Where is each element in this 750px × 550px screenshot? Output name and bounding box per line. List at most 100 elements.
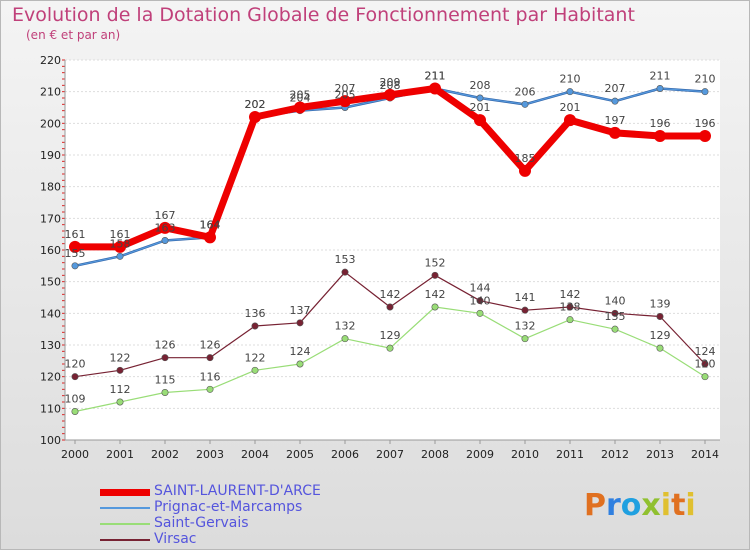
data-label: 204 xyxy=(290,92,311,105)
data-label: 210 xyxy=(695,73,716,86)
series-point xyxy=(341,335,349,343)
data-label: 126 xyxy=(200,339,221,352)
series-point xyxy=(609,126,621,139)
legend-label: Virsac xyxy=(154,531,197,547)
data-label: 197 xyxy=(605,114,626,127)
y-tick-label: 200 xyxy=(40,117,61,130)
data-label: 205 xyxy=(335,89,356,102)
data-label: 139 xyxy=(650,298,671,311)
data-label: 158 xyxy=(110,237,131,250)
x-tick-label: 2013 xyxy=(646,448,674,461)
data-label: 153 xyxy=(335,253,356,266)
data-label: 142 xyxy=(560,288,581,301)
x-tick-label: 2001 xyxy=(106,448,134,461)
data-label: 202 xyxy=(245,98,266,111)
data-label: 109 xyxy=(65,393,86,406)
data-label: 201 xyxy=(560,101,581,114)
series-point xyxy=(431,303,439,311)
y-tick-label: 120 xyxy=(40,371,61,384)
data-label: 161 xyxy=(110,228,131,241)
x-tick-label: 2007 xyxy=(376,448,404,461)
y-tick-label: 220 xyxy=(40,54,61,67)
chart-subtitle: (en € et par an) xyxy=(26,28,121,42)
y-tick-label: 210 xyxy=(40,86,61,99)
series-point xyxy=(116,398,124,406)
series-point xyxy=(476,297,484,305)
series-point xyxy=(71,373,79,381)
y-tick-label: 150 xyxy=(40,276,61,289)
series-point xyxy=(699,130,711,142)
x-tick-label: 2005 xyxy=(286,448,314,461)
y-tick-label: 110 xyxy=(40,402,61,415)
data-label: 164 xyxy=(200,218,221,231)
x-tick-label: 2006 xyxy=(331,448,359,461)
x-tick-label: 2004 xyxy=(241,448,269,461)
x-tick-label: 2008 xyxy=(421,448,449,461)
y-tick-label: 180 xyxy=(40,181,61,194)
series-point xyxy=(296,360,304,368)
series-point xyxy=(654,130,666,142)
series-point xyxy=(431,271,439,279)
series-point xyxy=(701,360,709,368)
data-label: 140 xyxy=(605,294,626,307)
series-point xyxy=(476,309,484,317)
series-point xyxy=(71,262,79,270)
series-point xyxy=(474,114,486,127)
series-point xyxy=(161,354,169,362)
data-label: 124 xyxy=(695,345,716,358)
legend-swatch xyxy=(100,539,150,541)
legend-label: SAINT-LAURENT-D'ARCE xyxy=(154,483,321,499)
data-label: 116 xyxy=(200,370,221,383)
data-label: 142 xyxy=(380,288,401,301)
data-label: 126 xyxy=(155,339,176,352)
data-label: 206 xyxy=(515,85,536,98)
series-point xyxy=(161,237,169,245)
legend-swatch xyxy=(100,523,150,525)
series-point xyxy=(161,388,169,396)
data-label: 122 xyxy=(245,351,266,364)
series-point xyxy=(611,325,619,333)
series-point xyxy=(519,164,531,177)
series-point xyxy=(206,385,214,393)
x-tick-label: 2009 xyxy=(466,448,494,461)
series-point xyxy=(206,354,214,362)
data-label: 211 xyxy=(650,70,671,83)
series-point xyxy=(386,344,394,352)
y-tick-label: 160 xyxy=(40,244,61,257)
series-point xyxy=(476,94,484,102)
data-label: 144 xyxy=(470,282,491,295)
logo-letter: t xyxy=(671,488,686,523)
series-point xyxy=(159,221,171,234)
logo-letter: i xyxy=(685,488,696,523)
data-label: 112 xyxy=(110,383,131,396)
x-tick-label: 2011 xyxy=(556,448,584,461)
data-label: 209 xyxy=(380,76,401,89)
series-point xyxy=(204,231,216,244)
series-point xyxy=(251,366,259,374)
series-point xyxy=(116,252,124,260)
data-label: 140 xyxy=(470,294,491,307)
series-point xyxy=(701,373,709,381)
data-label: 185 xyxy=(515,152,536,165)
data-label: 132 xyxy=(515,320,536,333)
data-label: 115 xyxy=(155,374,176,387)
y-tick-label: 190 xyxy=(40,149,61,162)
data-label: 141 xyxy=(515,291,536,304)
data-label: 124 xyxy=(290,345,311,358)
logo-letter: P xyxy=(584,488,606,523)
series-point xyxy=(521,306,529,314)
data-label: 210 xyxy=(560,73,581,86)
data-label: 129 xyxy=(380,329,401,342)
data-label: 207 xyxy=(605,82,626,95)
series-point xyxy=(339,95,351,108)
series-point xyxy=(521,100,529,108)
data-label: 163 xyxy=(155,222,176,235)
data-label: 205 xyxy=(290,89,311,102)
series-point xyxy=(611,97,619,105)
data-label: 167 xyxy=(155,209,176,222)
series-point xyxy=(564,114,576,127)
data-label: 196 xyxy=(650,117,671,130)
series-point xyxy=(386,303,394,311)
data-label: 142 xyxy=(425,288,446,301)
logo-letter: r xyxy=(606,488,621,523)
